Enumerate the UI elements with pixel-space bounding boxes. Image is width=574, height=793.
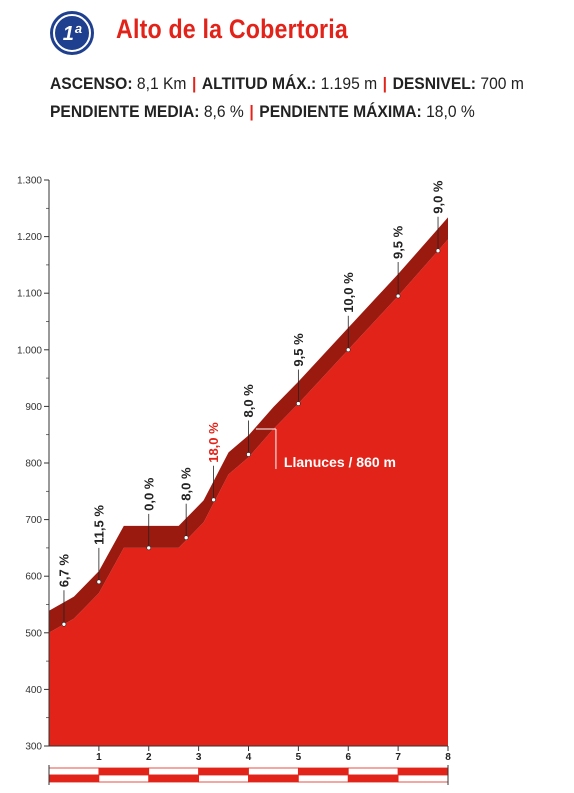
gradient-marker-dot	[296, 401, 301, 406]
km-strip-lower-segment	[98, 774, 150, 783]
gradient-label: 9,0 %	[431, 180, 446, 214]
pendiente-maxima-value: 18,0 %	[426, 102, 475, 121]
y-tick-label: 300	[25, 742, 42, 753]
km-strip-upper-segment	[48, 767, 100, 776]
desnivel-value: 700 m	[480, 74, 524, 93]
gradient-label: 8,0 %	[179, 467, 194, 501]
ascenso-value: 8,1 Km	[136, 74, 187, 93]
gradient-label: 9,5 %	[291, 333, 306, 367]
x-tick-label: 7	[395, 752, 401, 763]
category-badge-label: 1ª	[63, 23, 82, 45]
km-strip-upper-segment	[347, 767, 399, 776]
category-badge-icon: 1ª	[50, 11, 94, 55]
km-strip-lower-segment	[48, 774, 100, 783]
km-strip-upper-segment	[248, 767, 299, 776]
km-strip-lower-segment	[148, 774, 200, 783]
km-strip-lower-segment	[297, 774, 349, 783]
annotation-label: Llanuces / 860 m	[284, 454, 396, 470]
y-tick-label: 1.100	[17, 289, 42, 300]
separator: |	[249, 102, 254, 121]
gradient-marker-dot	[345, 347, 351, 353]
page-title: Alto de la Cobertoria	[116, 14, 348, 44]
gradient-marker-dot	[183, 535, 189, 541]
altitud-value: 1.195 m	[320, 74, 378, 93]
km-strip-lower-segment	[248, 774, 299, 783]
km-strip-upper-segment	[297, 767, 349, 776]
gradient-marker-dot	[211, 497, 216, 503]
x-tick-label: 8	[445, 752, 451, 763]
y-tick-label: 400	[25, 685, 42, 696]
gradient-marker-dot	[96, 579, 102, 585]
stats-row-1: ASCENSO: 8,1 Km | ALTITUD MÁX.: 1.195 m | DE…	[50, 70, 524, 98]
km-strip-lower-segment	[347, 774, 399, 783]
gradient-label: 8,0 %	[241, 384, 256, 418]
y-tick-label: 800	[25, 459, 42, 470]
km-strip-lower-segment	[397, 774, 449, 783]
altitud-label: ALTITUD MÁX.:	[201, 74, 317, 93]
gradient-label: 6,7 %	[56, 554, 71, 588]
stats-row-2: PENDIENTE MEDIA: 8,6 % | PENDIENTE MÁXIMA:…	[50, 98, 524, 126]
x-tick-label: 6	[345, 752, 351, 763]
pendiente-maxima-label: PENDIENTE MÁXIMA:	[259, 102, 422, 121]
stats-panel: ASCENSO: 8,1 Km | ALTITUD MÁX.: 1.195 m | DE…	[50, 70, 565, 126]
profile-area	[49, 239, 448, 746]
y-tick-label: 600	[25, 572, 42, 583]
x-tick-label: 4	[246, 752, 252, 763]
gradient-marker-dot	[146, 545, 152, 551]
pendiente-media-value: 8,6 %	[203, 102, 244, 121]
y-tick-label: 1.300	[17, 176, 42, 187]
gradient-label: 11,5 %	[91, 505, 106, 545]
pendiente-media-label: PENDIENTE MEDIA:	[50, 102, 200, 121]
x-tick-label: 5	[296, 752, 302, 763]
km-strip-upper-segment	[148, 767, 200, 776]
y-tick-label: 700	[25, 515, 42, 526]
y-tick-label: 1.200	[17, 232, 42, 243]
x-tick-label: 2	[146, 752, 152, 763]
km-strip-upper-segment	[98, 767, 150, 776]
gradient-label: 18,0 %	[206, 422, 221, 463]
gradient-marker-dot	[246, 452, 251, 457]
separator: |	[191, 74, 197, 93]
ascenso-label: ASCENSO:	[50, 74, 133, 93]
gradient-marker-dot	[395, 293, 401, 299]
km-strip-upper-segment	[198, 767, 249, 776]
gradient-label: 9,5 %	[391, 225, 406, 259]
gradient-marker-dot	[61, 622, 67, 627]
y-tick-label: 500	[25, 628, 42, 639]
gradient-marker-dot	[435, 248, 441, 254]
gradient-label: 0,0 %	[141, 477, 156, 511]
km-strip-upper-segment	[397, 767, 449, 776]
x-tick-label: 1	[96, 752, 102, 763]
km-strip-lower-segment	[198, 774, 249, 783]
desnivel-label: DESNIVEL:	[392, 74, 477, 93]
x-tick-label: 3	[196, 752, 202, 763]
y-tick-label: 1.000	[17, 345, 42, 356]
separator: |	[382, 74, 388, 93]
gradient-label: 10,0 %	[341, 272, 356, 313]
y-tick-label: 900	[25, 402, 42, 413]
